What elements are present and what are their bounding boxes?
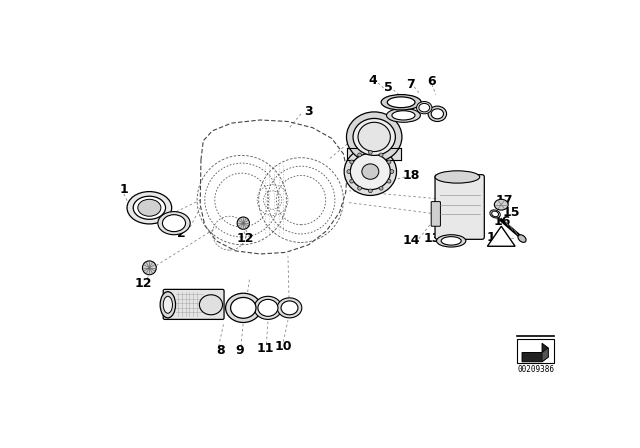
Text: 1: 1 [120, 183, 129, 196]
Ellipse shape [138, 199, 161, 216]
Text: 16: 16 [493, 215, 511, 228]
Ellipse shape [230, 297, 256, 318]
Ellipse shape [387, 97, 415, 108]
Ellipse shape [494, 199, 508, 210]
FancyBboxPatch shape [163, 289, 224, 319]
Ellipse shape [362, 164, 379, 179]
Circle shape [349, 179, 354, 183]
Ellipse shape [158, 211, 190, 235]
Polygon shape [522, 343, 548, 362]
Circle shape [369, 189, 372, 193]
Text: 5: 5 [384, 81, 392, 94]
Ellipse shape [353, 118, 396, 155]
Text: 2: 2 [177, 227, 186, 240]
Circle shape [369, 151, 372, 154]
Ellipse shape [441, 237, 461, 245]
Ellipse shape [492, 211, 499, 217]
Ellipse shape [358, 122, 390, 151]
Text: 8: 8 [216, 345, 225, 358]
Polygon shape [542, 348, 548, 362]
Ellipse shape [346, 112, 402, 162]
Text: 15: 15 [502, 206, 520, 219]
Ellipse shape [281, 301, 298, 315]
Circle shape [387, 179, 391, 183]
Text: 4: 4 [368, 74, 377, 87]
Text: 14: 14 [403, 234, 420, 247]
Ellipse shape [428, 106, 447, 121]
Text: 19: 19 [486, 231, 504, 244]
Ellipse shape [490, 210, 500, 218]
Ellipse shape [163, 215, 186, 232]
Text: 00209386: 00209386 [517, 365, 554, 374]
Ellipse shape [277, 298, 302, 318]
Ellipse shape [258, 299, 278, 316]
Circle shape [349, 160, 354, 164]
Circle shape [380, 186, 383, 190]
Circle shape [387, 160, 391, 164]
Ellipse shape [518, 235, 526, 242]
Ellipse shape [160, 292, 175, 318]
Circle shape [358, 153, 362, 157]
Ellipse shape [350, 154, 390, 190]
Text: 12: 12 [134, 277, 152, 290]
Text: 3: 3 [305, 105, 313, 118]
Ellipse shape [417, 102, 432, 114]
Ellipse shape [225, 293, 261, 323]
Circle shape [358, 186, 362, 190]
Ellipse shape [392, 111, 415, 120]
Text: 10: 10 [275, 340, 292, 353]
Circle shape [347, 170, 351, 173]
Ellipse shape [435, 171, 480, 183]
Text: 6: 6 [428, 75, 436, 88]
FancyBboxPatch shape [435, 175, 484, 239]
Text: 18: 18 [403, 169, 420, 182]
Text: ⚠: ⚠ [497, 233, 505, 241]
Ellipse shape [381, 95, 421, 110]
Ellipse shape [254, 296, 282, 319]
Ellipse shape [200, 295, 223, 315]
Ellipse shape [431, 109, 444, 119]
Text: 9: 9 [235, 345, 244, 358]
Ellipse shape [163, 296, 172, 313]
Ellipse shape [133, 196, 166, 220]
Ellipse shape [127, 192, 172, 224]
Ellipse shape [419, 103, 429, 112]
Text: 12: 12 [236, 232, 253, 245]
Ellipse shape [344, 148, 397, 195]
FancyBboxPatch shape [431, 202, 440, 226]
Circle shape [390, 170, 394, 173]
Circle shape [237, 217, 250, 229]
Text: 17: 17 [495, 194, 513, 207]
Ellipse shape [436, 235, 466, 247]
Bar [517, 339, 554, 363]
Text: 11: 11 [256, 342, 274, 355]
Polygon shape [488, 226, 515, 246]
Ellipse shape [387, 108, 420, 122]
Text: 7: 7 [406, 78, 415, 91]
Text: 13: 13 [423, 232, 440, 245]
Circle shape [143, 261, 156, 275]
Circle shape [380, 153, 383, 157]
